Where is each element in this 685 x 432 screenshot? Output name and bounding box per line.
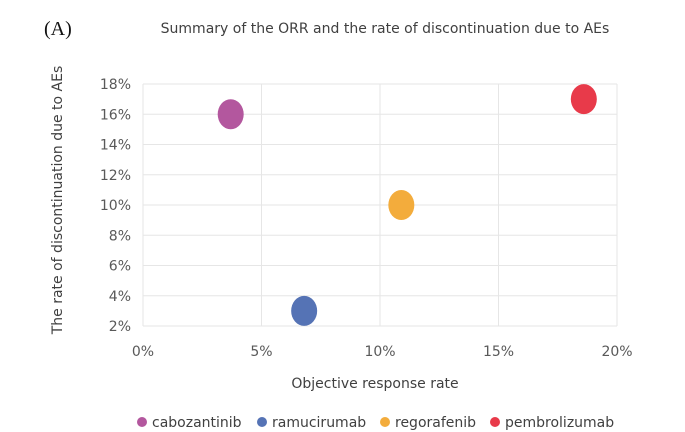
point-regorafenib xyxy=(388,190,415,220)
legend: cabozantinib ramucirumab regorafenib pembro… xyxy=(137,415,614,431)
y-tick-label: 4% xyxy=(109,289,131,305)
y-tick-label: 10% xyxy=(100,198,131,214)
y-axis-label: The rate of discontinuation due to AEs xyxy=(50,66,66,336)
legend-label-ramucirumab: ramucirumab xyxy=(272,415,366,431)
legend-marker-ramucirumab xyxy=(257,417,267,427)
x-tick-label: 5% xyxy=(250,344,272,360)
x-tick-label: 20% xyxy=(601,344,632,360)
y-tick-labels: 2% 4% 6% 8% 10% 12% 14% 16% 18% xyxy=(100,77,131,335)
point-cabozantinib xyxy=(217,99,244,130)
y-tick-label: 14% xyxy=(100,138,131,154)
y-tick-label: 2% xyxy=(109,319,131,335)
x-tick-label: 10% xyxy=(364,344,395,360)
x-axis-label: Objective response rate xyxy=(291,376,458,392)
panel-label: (A) xyxy=(44,18,72,40)
y-tick-label: 12% xyxy=(100,168,131,184)
legend-label-cabozantinib: cabozantinib xyxy=(152,415,242,431)
y-tick-label: 8% xyxy=(109,228,131,244)
point-pembrolizumab xyxy=(570,84,597,115)
legend-label-pembrolizumab: pembrolizumab xyxy=(505,415,614,431)
legend-marker-pembrolizumab xyxy=(490,417,500,427)
y-tick-label: 6% xyxy=(109,259,131,275)
point-ramucirumab xyxy=(291,295,318,326)
legend-label-regorafenib: regorafenib xyxy=(395,415,476,431)
data-points xyxy=(217,84,597,326)
chart-title: Summary of the ORR and the rate of disco… xyxy=(161,21,610,37)
x-tick-label: 0% xyxy=(132,344,154,360)
x-tick-label: 15% xyxy=(483,344,514,360)
y-tick-label: 16% xyxy=(100,107,131,123)
legend-marker-regorafenib xyxy=(380,417,390,427)
x-tick-labels: 0% 5% 10% 15% 20% xyxy=(132,344,633,360)
legend-marker-cabozantinib xyxy=(137,417,147,427)
grid xyxy=(142,83,618,327)
y-tick-label: 18% xyxy=(100,77,131,93)
